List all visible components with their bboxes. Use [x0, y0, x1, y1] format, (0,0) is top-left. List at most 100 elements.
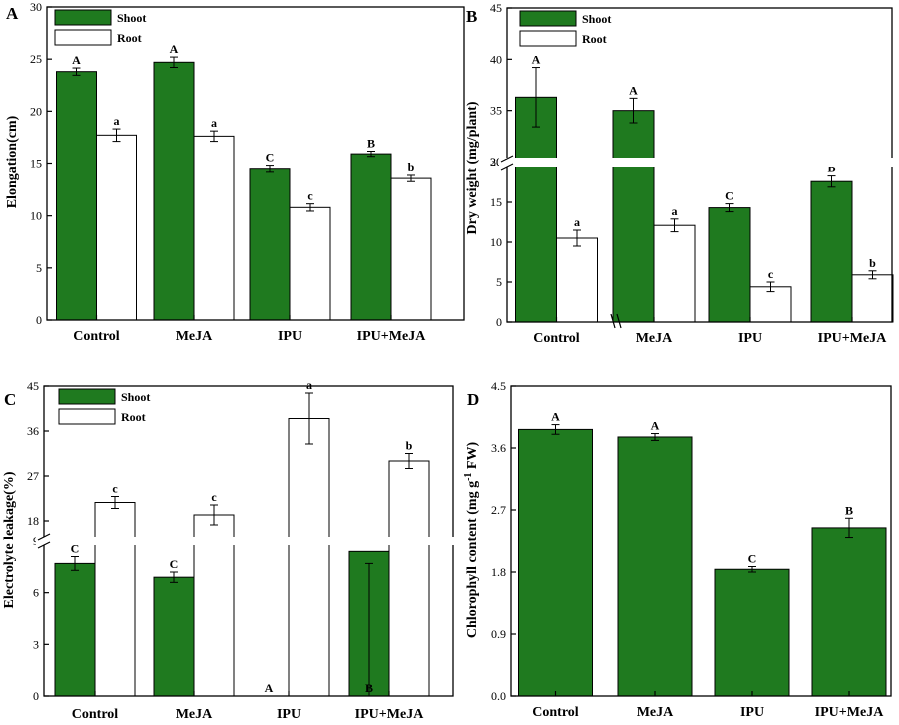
category-label: IPU	[278, 329, 302, 344]
y-tick-label: 35	[490, 104, 502, 118]
bar-shoot-control	[518, 428, 593, 697]
panel-a: A Elongation(cm) 0 5 10 15 20 25 30 Aa Aa Cc Bb C…	[5, 0, 465, 344]
panel-c-legend: Shoot Root	[58, 388, 150, 425]
bar-shoot-ipu-meja	[350, 153, 392, 321]
y-tick-label: 40	[490, 52, 502, 66]
bar-shoot-meja	[617, 436, 693, 697]
significance-label: c	[211, 490, 217, 504]
bar-root-control	[96, 134, 137, 321]
significance-label: b	[408, 160, 415, 174]
y-tick-label: 20	[30, 104, 42, 118]
y-tick-label: 15	[490, 195, 502, 209]
significance-label: A	[532, 53, 541, 67]
panel-c-break-mark-top	[37, 533, 51, 541]
legend-swatch-shoot	[519, 10, 577, 27]
y-tick-label: 6	[33, 586, 39, 600]
significance-label: b	[869, 256, 876, 270]
panel-a-yticks: 0 5 10 15 20 25 30	[30, 0, 52, 327]
significance-label: A	[651, 419, 660, 433]
bar-shoot-ipu-meja	[811, 527, 887, 697]
significance-label: A	[265, 681, 274, 695]
panel-d-categories: Control MeJA IPU IPU+MeJA	[532, 691, 884, 720]
bar-root-meja	[193, 135, 235, 321]
category-label: Control	[533, 331, 580, 346]
significance-label: a	[574, 215, 580, 229]
legend-label-shoot: Shoot	[117, 11, 146, 25]
panel-b-categories: Control MeJA IPU IPU+MeJA	[533, 317, 887, 346]
bar-root-ipu-meja	[388, 460, 430, 697]
panel-c-axis-break	[36, 533, 455, 549]
y-tick-label: 25	[30, 52, 42, 66]
bar-root-ipu	[288, 418, 330, 697]
legend-label-shoot: Shoot	[582, 12, 611, 26]
category-label: IPU	[277, 707, 301, 722]
significance-label: a	[672, 204, 678, 218]
legend-swatch-root	[58, 408, 116, 425]
y-tick-label: 3	[33, 637, 39, 651]
legend-label-shoot: Shoot	[121, 390, 150, 404]
panel-c: C Electrolyte leakage(%) 036918273645 Cc…	[2, 378, 455, 722]
panel-b-bars: Aa Aa Cc Bb	[515, 53, 894, 323]
significance-label: C	[71, 542, 80, 556]
y-tick-label: 30	[30, 0, 42, 14]
significance-label: a	[306, 378, 312, 392]
panel-c-break-mark-bottom	[37, 541, 51, 549]
y-tick-label: 0.9	[491, 627, 506, 641]
y-tick-label: 45	[27, 379, 39, 393]
panel-b-xbreak-mark-right	[616, 313, 622, 329]
legend-swatch-root	[519, 30, 577, 47]
panel-b-break-mark-top	[500, 155, 514, 163]
y-tick-label: 0	[33, 689, 39, 703]
significance-label: A	[551, 410, 560, 424]
bar-root-control	[556, 237, 598, 323]
panel-a-legend: Shoot Root	[54, 9, 146, 46]
significance-label: a	[211, 116, 217, 130]
y-tick-label: 0	[36, 313, 42, 327]
y-tick-label: 10	[30, 209, 42, 223]
bar-shoot-meja	[612, 110, 655, 323]
y-tick-label: 15	[30, 157, 42, 171]
bar-root-ipu-meja	[851, 274, 894, 323]
bar-root-control	[94, 502, 136, 697]
y-tick-label: 27	[27, 469, 39, 483]
panel-a-ylabel: Elongation(cm)	[5, 115, 20, 208]
bar-shoot-control	[54, 562, 96, 697]
legend-label-root: Root	[121, 410, 146, 424]
panel-a-letter: A	[6, 4, 19, 23]
panel-d: D Chlorophyll content (mg g-1 FW) 0.0 0.9…	[463, 379, 892, 720]
panel-d-letter: D	[467, 390, 479, 409]
category-label: Control	[73, 329, 120, 344]
panel-d-frame	[510, 385, 892, 697]
panel-d-yticks: 0.0 0.9 1.8 2.7 3.6 4.5	[491, 379, 516, 703]
category-label: IPU+MeJA	[355, 707, 425, 722]
legend-swatch-root	[54, 29, 112, 46]
legend-label-root: Root	[117, 31, 142, 45]
significance-label: B	[365, 681, 373, 695]
panel-d-bars: A A C B	[518, 410, 887, 697]
significance-label: C	[266, 151, 275, 165]
panel-c-break-gap	[36, 537, 455, 545]
category-label: IPU+MeJA	[818, 331, 888, 346]
legend-label-root: Root	[582, 32, 607, 46]
y-tick-label: 1.8	[491, 565, 506, 579]
y-tick-label: 4.5	[491, 379, 506, 393]
significance-label: A	[72, 53, 81, 67]
bar-shoot-ipu	[249, 168, 291, 321]
bar-shoot-meja	[153, 576, 195, 697]
y-tick-label: 3.6	[491, 441, 506, 455]
panel-d-ylabel: Chlorophyll content (mg g-1 FW)	[463, 442, 480, 639]
panel-c-categories: Control MeJA IPU IPU+MeJA	[72, 691, 424, 722]
panel-b-xbreak-mark-left	[610, 313, 616, 329]
y-tick-label: 45	[490, 1, 502, 15]
bar-shoot-ipu	[714, 568, 790, 697]
panel-c-letter: C	[4, 390, 16, 409]
category-label: IPU+MeJA	[815, 705, 885, 720]
panel-b-break-mark-bottom	[500, 163, 514, 171]
panel-b-letter: B	[466, 7, 477, 26]
significance-label: B	[845, 503, 853, 517]
y-tick-label: 0.0	[491, 689, 506, 703]
significance-label: c	[112, 482, 118, 496]
significance-label: B	[367, 137, 375, 151]
significance-label: C	[170, 557, 179, 571]
